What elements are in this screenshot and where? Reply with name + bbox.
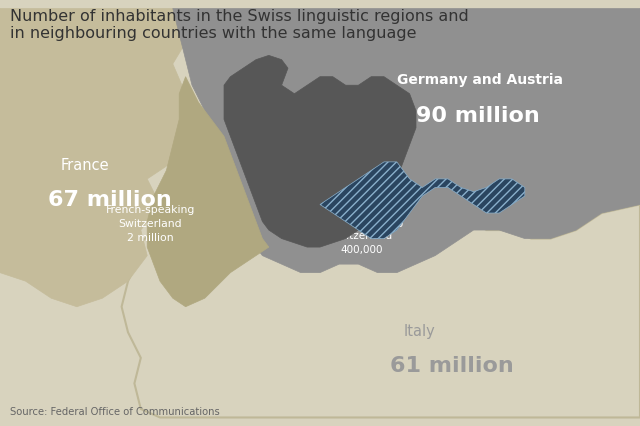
Text: 90 million: 90 million — [416, 106, 540, 127]
Polygon shape — [224, 55, 416, 247]
Text: Source: Federal Office of Communications: Source: Federal Office of Communications — [10, 407, 220, 417]
Text: Italy: Italy — [403, 324, 435, 339]
Text: in neighbouring countries with the same language: in neighbouring countries with the same … — [10, 26, 417, 41]
Polygon shape — [122, 170, 640, 417]
Polygon shape — [147, 77, 269, 307]
Text: 61 million: 61 million — [390, 356, 514, 376]
Text: French-speaking
Switzerland
2 million: French-speaking Switzerland 2 million — [106, 204, 195, 243]
Text: Number of inhabitants in the Swiss linguistic regions and: Number of inhabitants in the Swiss lingu… — [10, 9, 469, 24]
Text: German-speaking
Switzerland
5.8 million: German-speaking Switzerland 5.8 million — [269, 145, 365, 183]
Polygon shape — [0, 9, 192, 307]
Text: Germany and Austria: Germany and Austria — [397, 73, 563, 87]
Text: France: France — [61, 158, 109, 173]
Polygon shape — [320, 162, 525, 239]
Text: Italian-speaking
Switzerland
400,000: Italian-speaking Switzerland 400,000 — [320, 217, 403, 256]
Polygon shape — [173, 9, 640, 273]
Text: 67 million: 67 million — [48, 190, 172, 210]
